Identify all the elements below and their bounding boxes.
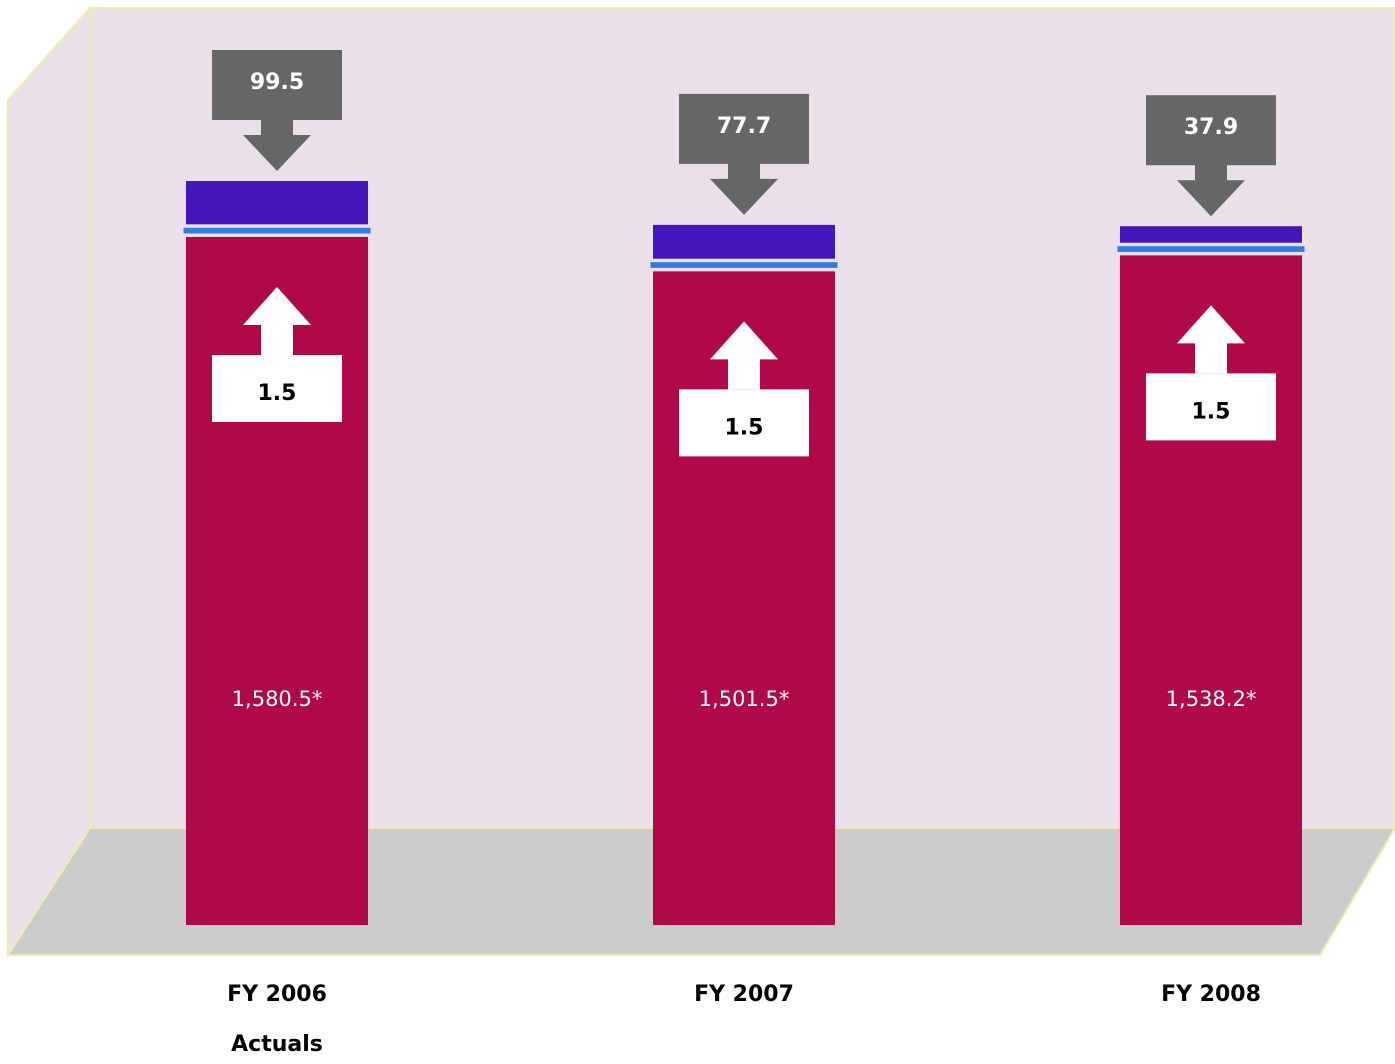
value-label: 1.5 [725, 415, 764, 440]
x-tick-label: FY 2007 [694, 982, 794, 1007]
bar-segment [186, 181, 368, 225]
bars: 1,580.5* 1.5 99.5 FY 2006 Actuals 1,501.5* 1.5… [183, 50, 1305, 1057]
callout-arrow [710, 321, 778, 390]
callout-arrow [1177, 305, 1245, 374]
callout [212, 50, 342, 120]
callout-arrow [1177, 164, 1245, 217]
value-label: 1,538.2* [1166, 687, 1257, 711]
x-tick-label: Actuals [231, 1032, 323, 1057]
bar-segment [1117, 246, 1305, 252]
value-label: 37.9 [1184, 115, 1238, 140]
value-label: 1.5 [1192, 399, 1231, 424]
callout-arrow [243, 119, 311, 171]
value-label: 1.5 [258, 381, 297, 406]
value-label: 77.7 [717, 114, 771, 139]
callout [679, 389, 809, 457]
callout [1146, 95, 1276, 166]
value-label: 99.5 [250, 70, 304, 95]
bar-segment [1120, 226, 1302, 243]
bar-segment [183, 227, 371, 234]
callout [212, 354, 342, 422]
callout [679, 93, 809, 164]
bar-segment [653, 224, 835, 259]
side-wall [7, 5, 91, 959]
x-tick-label: FY 2008 [1161, 982, 1261, 1007]
x-tick-label: FY 2006 [227, 982, 327, 1007]
value-label: 1,580.5* [232, 687, 323, 711]
bar-segment [650, 262, 838, 268]
callout-arrow [710, 162, 778, 215]
callout [1146, 373, 1276, 441]
value-label: 1,501.5* [699, 687, 790, 711]
callout-arrow [243, 286, 311, 355]
